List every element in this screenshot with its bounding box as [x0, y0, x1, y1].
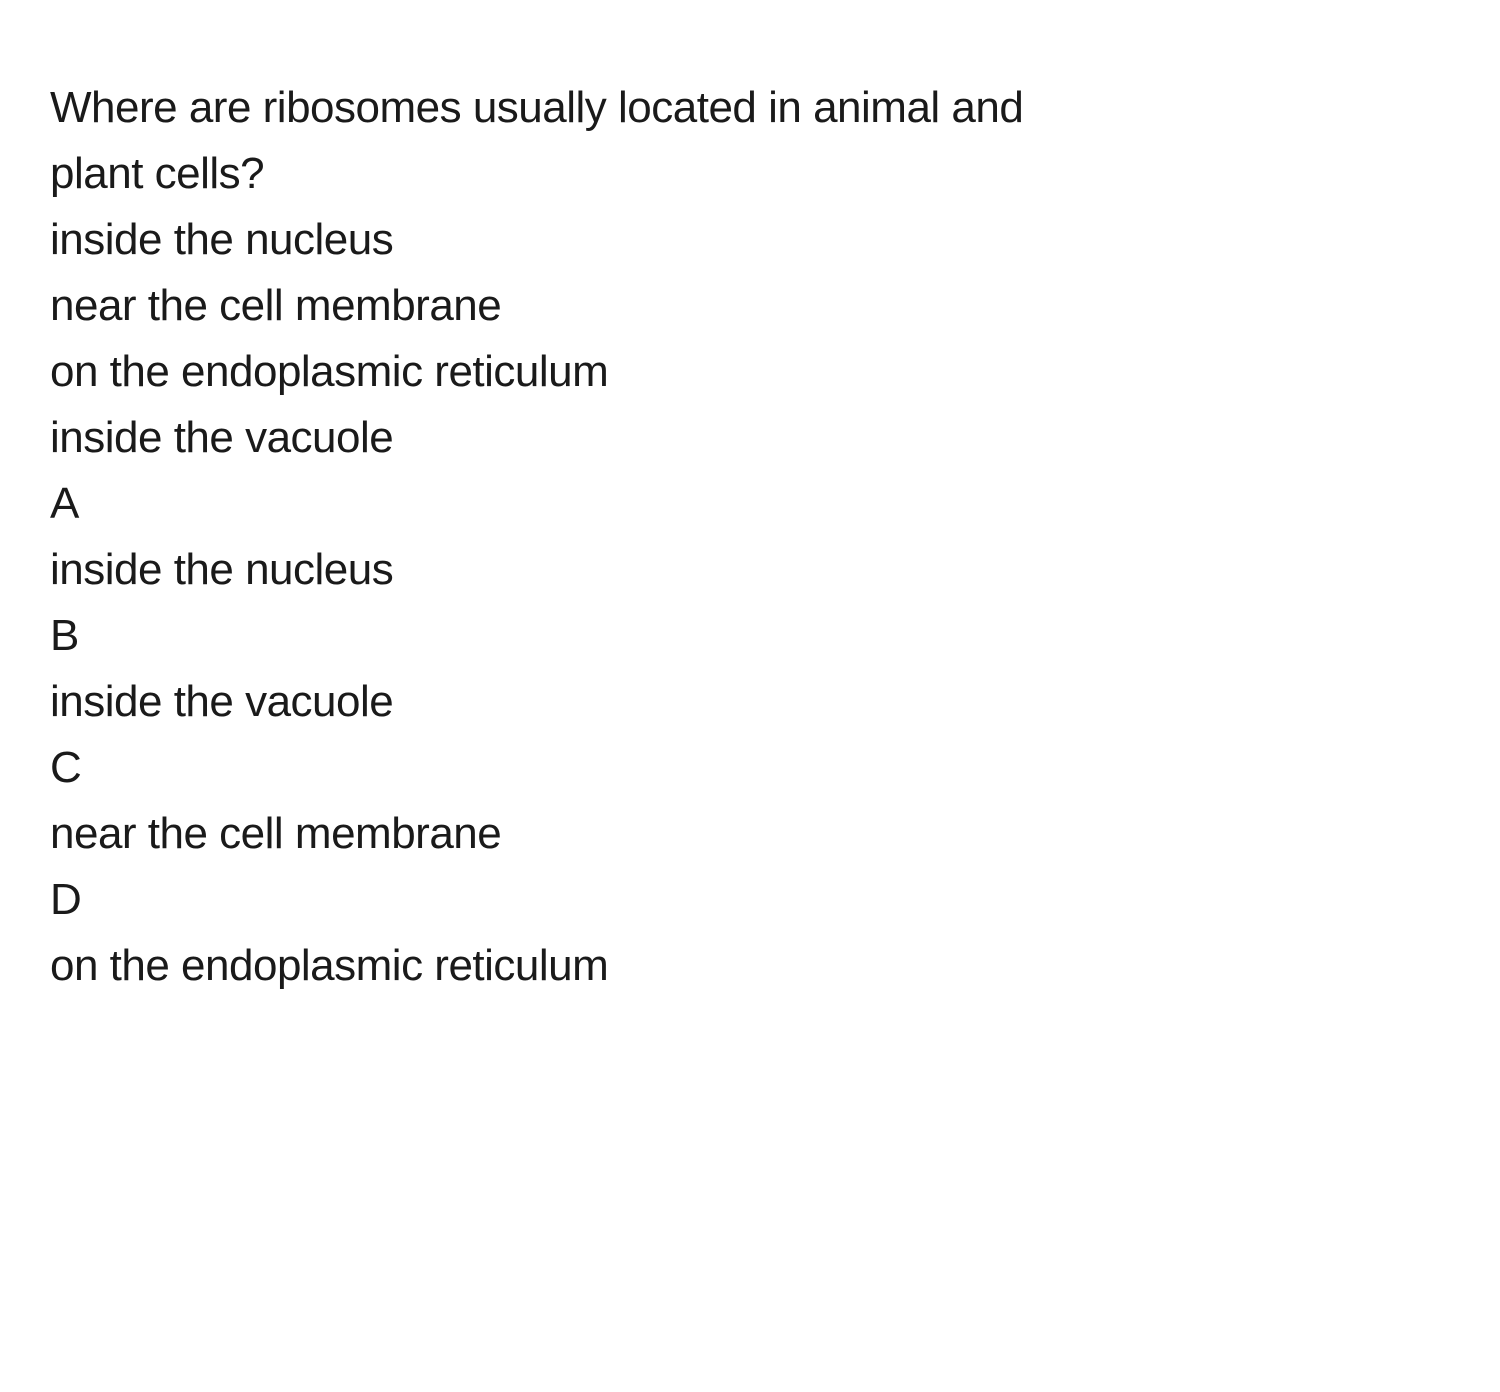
question-content: Where are ribosomes usually located in a…	[50, 75, 1450, 999]
option-4: inside the vacuole	[50, 405, 1450, 471]
option-3: on the endoplasmic reticulum	[50, 339, 1450, 405]
question-line-1: Where are ribosomes usually located in a…	[50, 75, 1450, 141]
answer-letter-d: D	[50, 867, 1450, 933]
answer-text-b: inside the vacuole	[50, 669, 1450, 735]
question-line-2: plant cells?	[50, 141, 1450, 207]
answer-choice-b: B inside the vacuole	[50, 603, 1450, 735]
answer-letter-c: C	[50, 735, 1450, 801]
question-text: Where are ribosomes usually located in a…	[50, 75, 1450, 207]
answer-choice-d: D on the endoplasmic reticulum	[50, 867, 1450, 999]
answer-letter-b: B	[50, 603, 1450, 669]
answer-choice-a: A inside the nucleus	[50, 471, 1450, 603]
option-2: near the cell membrane	[50, 273, 1450, 339]
answer-text-c: near the cell membrane	[50, 801, 1450, 867]
answer-text-a: inside the nucleus	[50, 537, 1450, 603]
answer-letter-a: A	[50, 471, 1450, 537]
option-1: inside the nucleus	[50, 207, 1450, 273]
answer-text-d: on the endoplasmic reticulum	[50, 933, 1450, 999]
answer-choice-c: C near the cell membrane	[50, 735, 1450, 867]
